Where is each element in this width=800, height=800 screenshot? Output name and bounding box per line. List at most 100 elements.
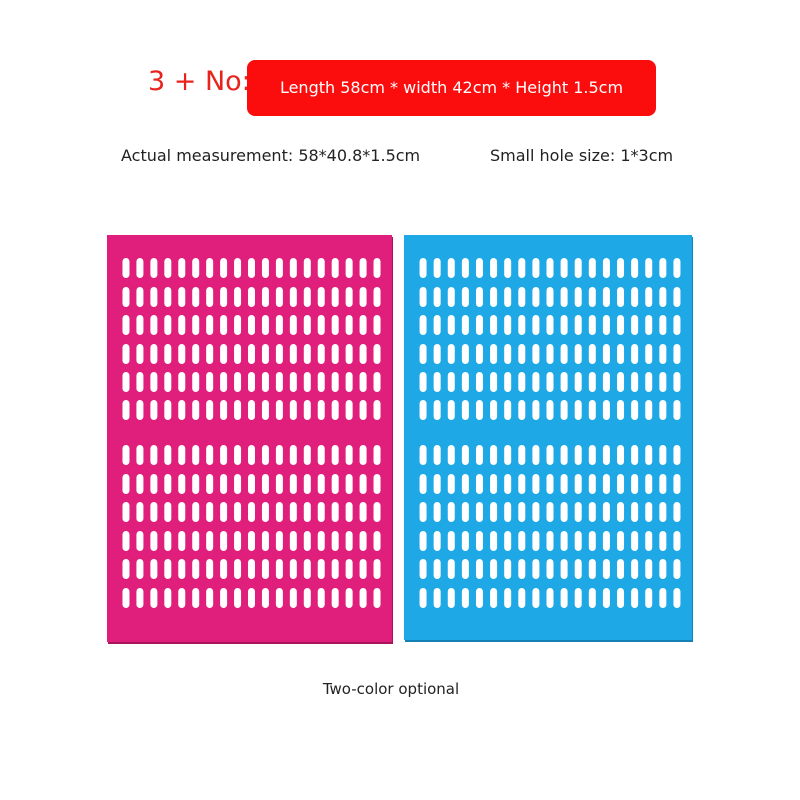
- slot: [373, 258, 381, 278]
- slot: [588, 287, 596, 307]
- slot: [532, 372, 540, 392]
- slot: [192, 588, 200, 608]
- slot: [317, 474, 325, 494]
- slot: [659, 445, 667, 465]
- slot: [359, 474, 367, 494]
- slot: [588, 559, 596, 579]
- slot: [475, 344, 483, 364]
- hole-size-text: Small hole size: 1*3cm: [490, 146, 674, 165]
- slot: [192, 531, 200, 551]
- slot: [150, 400, 158, 420]
- slot: [631, 287, 639, 307]
- slot: [192, 400, 200, 420]
- slot: [275, 315, 283, 335]
- measurement-text: Actual measurement: 58*40.8*1.5cm: [121, 146, 421, 165]
- slot: [317, 588, 325, 608]
- slot: [303, 531, 311, 551]
- slot: [518, 502, 526, 522]
- slot: [504, 559, 512, 579]
- option-label: 3 + No:: [148, 66, 251, 97]
- slot: [447, 400, 455, 420]
- slot: [234, 315, 242, 335]
- slot: [317, 400, 325, 420]
- slot: [546, 372, 554, 392]
- slot: [150, 474, 158, 494]
- slot: [461, 400, 469, 420]
- slot: [631, 502, 639, 522]
- slot: [475, 502, 483, 522]
- slot: [122, 400, 130, 420]
- slot: [248, 474, 255, 494]
- slot: [447, 287, 455, 307]
- slot: [433, 445, 441, 465]
- slot: [317, 559, 325, 579]
- slot: [206, 315, 214, 335]
- slot: [289, 559, 297, 579]
- slot: [659, 258, 667, 278]
- slot: [617, 474, 625, 494]
- slot: [122, 531, 130, 551]
- slot: [234, 531, 242, 551]
- slot: [248, 588, 255, 608]
- slot: [317, 287, 325, 307]
- slot: [504, 474, 512, 494]
- slot: [645, 588, 653, 608]
- slot: [317, 344, 325, 364]
- slot: [261, 400, 269, 420]
- slot: [475, 258, 483, 278]
- slot: [560, 588, 568, 608]
- slot: [546, 258, 554, 278]
- slot: [490, 445, 498, 465]
- slot: [303, 372, 311, 392]
- size-banner: Length 58cm * width 42cm * Height 1.5cm: [247, 60, 656, 116]
- slot: [261, 372, 269, 392]
- slot: [475, 445, 483, 465]
- slot: [588, 502, 596, 522]
- slot: [178, 400, 186, 420]
- slot: [261, 502, 269, 522]
- slot: [617, 372, 625, 392]
- slot: [617, 287, 625, 307]
- slot: [345, 315, 353, 335]
- slot: [631, 531, 639, 551]
- slot: [518, 474, 526, 494]
- slot: [574, 344, 582, 364]
- slot: [234, 559, 242, 579]
- slot: [220, 344, 228, 364]
- slot: [659, 344, 667, 364]
- slot: [419, 531, 427, 551]
- slot: [345, 474, 353, 494]
- slot: [164, 559, 172, 579]
- slot: [192, 315, 200, 335]
- slot: [303, 502, 311, 522]
- slot: [546, 400, 554, 420]
- slot: [136, 258, 144, 278]
- slot: [234, 372, 242, 392]
- slot: [331, 502, 339, 522]
- slot: [234, 287, 242, 307]
- slot: [345, 287, 353, 307]
- slot: [192, 287, 200, 307]
- slot: [359, 344, 367, 364]
- slot: [164, 344, 172, 364]
- slot: [645, 531, 653, 551]
- slot: [617, 531, 625, 551]
- slot: [150, 344, 158, 364]
- caption: Two-color optional: [322, 680, 460, 698]
- slot: [220, 287, 228, 307]
- slot: [373, 315, 381, 335]
- slot: [461, 258, 469, 278]
- slot: [433, 315, 441, 335]
- slot: [419, 344, 427, 364]
- slot: [447, 258, 455, 278]
- slot: [373, 588, 381, 608]
- slot: [206, 400, 214, 420]
- slot: [645, 372, 653, 392]
- slot: [447, 315, 455, 335]
- slot: [331, 474, 339, 494]
- slot: [192, 258, 200, 278]
- slot: [248, 372, 255, 392]
- slot: [220, 445, 228, 465]
- slot: [164, 287, 172, 307]
- slot: [518, 258, 526, 278]
